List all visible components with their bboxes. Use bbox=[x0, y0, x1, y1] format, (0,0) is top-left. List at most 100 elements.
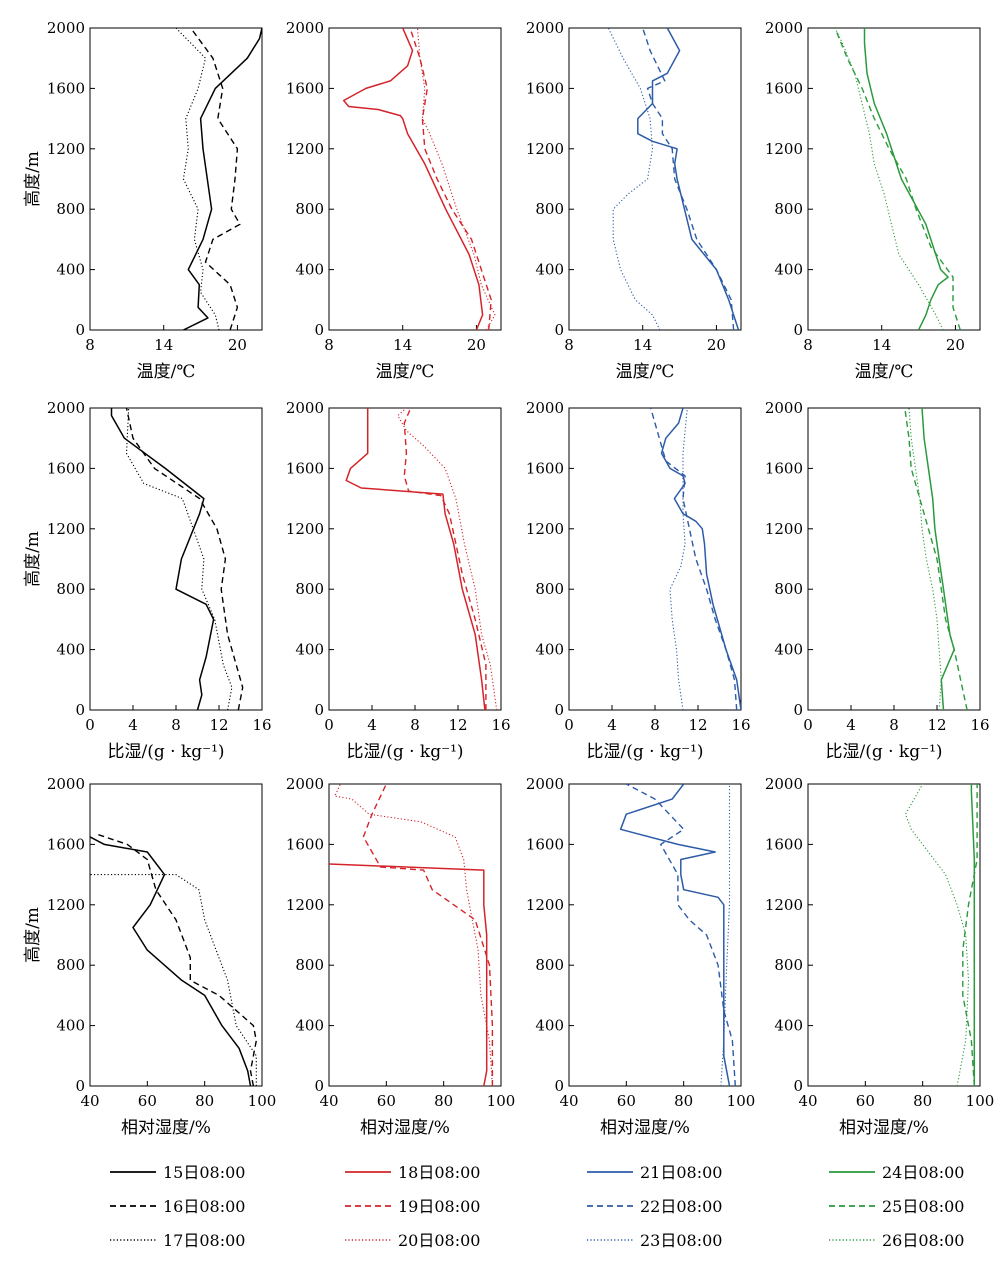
x-tick-label: 16 bbox=[970, 716, 989, 734]
series-line-temperature-3 bbox=[175, 28, 220, 330]
x-axis-label: 相对湿度/% bbox=[839, 1118, 929, 1138]
y-tick-label: 2000 bbox=[47, 775, 85, 793]
x-tick-label: 80 bbox=[434, 1092, 453, 1110]
y-tick-label: 2000 bbox=[47, 399, 85, 417]
x-tick-label: 40 bbox=[319, 1092, 338, 1110]
x-axis-label: 比湿/(g · kg⁻¹) bbox=[107, 742, 224, 762]
panel-r2-c3: 0 4 8 12 16 0 400 800 1200 1600 2000 比湿/(g · kg⁻¹) bbox=[526, 399, 751, 762]
x-tick-label: 20 bbox=[946, 336, 965, 354]
y-tick-label: 0 bbox=[75, 321, 85, 339]
y-tick-label: 1200 bbox=[526, 896, 564, 914]
x-tick-label: 20 bbox=[707, 336, 726, 354]
y-tick-label: 2000 bbox=[286, 19, 324, 37]
y-tick-label: 1200 bbox=[47, 520, 85, 538]
legend-label: 17日08:00 bbox=[163, 1231, 245, 1250]
y-axis-label: 高度/m bbox=[23, 531, 43, 587]
y-tick-label: 400 bbox=[535, 261, 564, 279]
x-tick-label: 14 bbox=[633, 336, 652, 354]
x-tick-label: 14 bbox=[393, 336, 412, 354]
y-tick-label: 400 bbox=[774, 261, 803, 279]
series-line-relative-humidity-1 bbox=[329, 863, 488, 1086]
series-line-temperature-3 bbox=[834, 28, 944, 330]
x-axis-label: 相对湿度/% bbox=[600, 1118, 690, 1138]
x-tick-label: 0 bbox=[803, 716, 813, 734]
plot-frame bbox=[328, 27, 502, 331]
series-line-temperature-2 bbox=[409, 28, 492, 330]
y-tick-label: 0 bbox=[793, 321, 803, 339]
x-tick-label: 0 bbox=[85, 716, 95, 734]
y-tick-label: 1600 bbox=[47, 835, 85, 853]
plot-frame bbox=[568, 407, 742, 711]
y-tick-label: 1200 bbox=[526, 140, 564, 158]
legend-label: 23日08:00 bbox=[640, 1231, 722, 1250]
series-line-relative-humidity-3 bbox=[90, 874, 257, 1086]
y-tick-label: 0 bbox=[75, 701, 85, 719]
x-tick-label: 14 bbox=[872, 336, 891, 354]
x-tick-label: 8 bbox=[564, 336, 574, 354]
y-tick-label: 400 bbox=[774, 1017, 803, 1035]
y-tick-label: 2000 bbox=[765, 775, 803, 793]
y-axis-label: 高度/m bbox=[23, 907, 43, 963]
series-line-relative-humidity-1 bbox=[970, 784, 976, 1086]
x-axis-label: 相对湿度/% bbox=[121, 1118, 211, 1138]
y-tick-label: 0 bbox=[554, 701, 564, 719]
series-line-relative-humidity-2 bbox=[625, 784, 736, 1086]
legend-label: 24日08:00 bbox=[882, 1163, 964, 1182]
y-tick-label: 0 bbox=[314, 321, 324, 339]
y-tick-label: 400 bbox=[295, 641, 324, 659]
series-line-specific-humidity-2 bbox=[403, 408, 487, 710]
series-line-temperature-2 bbox=[190, 28, 241, 330]
plot-frame bbox=[89, 27, 263, 331]
x-tick-label: 8 bbox=[324, 336, 334, 354]
y-tick-label: 800 bbox=[535, 956, 564, 974]
y-tick-label: 800 bbox=[295, 956, 324, 974]
legend-label: 25日08:00 bbox=[882, 1197, 964, 1216]
x-tick-label: 8 bbox=[803, 336, 813, 354]
y-tick-label: 800 bbox=[774, 956, 803, 974]
x-axis-label: 温度/℃ bbox=[616, 362, 675, 382]
series-line-temperature-1 bbox=[342, 28, 484, 330]
series-line-specific-humidity-2 bbox=[650, 408, 738, 710]
y-tick-label: 400 bbox=[295, 1017, 324, 1035]
series-line-relative-humidity-3 bbox=[904, 784, 970, 1086]
legend-label: 26日08:00 bbox=[882, 1231, 964, 1250]
y-tick-label: 800 bbox=[535, 580, 564, 598]
x-axis-label: 温度/℃ bbox=[376, 362, 435, 382]
y-tick-label: 400 bbox=[535, 1017, 564, 1035]
x-tick-label: 14 bbox=[154, 336, 173, 354]
y-tick-label: 1200 bbox=[286, 140, 324, 158]
y-tick-label: 1200 bbox=[286, 896, 324, 914]
series-line-specific-humidity-3 bbox=[125, 408, 233, 710]
y-tick-label: 400 bbox=[774, 641, 803, 659]
legend-label: 15日08:00 bbox=[163, 1163, 245, 1182]
x-tick-label: 12 bbox=[688, 716, 707, 734]
y-tick-label: 1200 bbox=[765, 140, 803, 158]
series-line-specific-humidity-2 bbox=[904, 408, 968, 710]
panel-r2-c2: 0 4 8 12 16 0 400 800 1200 1600 2000 比湿/(g · kg⁻¹) bbox=[286, 399, 511, 762]
y-tick-label: 400 bbox=[535, 641, 564, 659]
y-tick-label: 2000 bbox=[47, 19, 85, 37]
y-tick-label: 1600 bbox=[286, 79, 324, 97]
series-line-temperature-3 bbox=[607, 28, 661, 330]
y-tick-label: 2000 bbox=[286, 399, 324, 417]
x-tick-label: 12 bbox=[209, 716, 228, 734]
x-tick-label: 16 bbox=[252, 716, 271, 734]
y-tick-label: 0 bbox=[314, 701, 324, 719]
panel-r3-c4: 40 60 80 100 0 400 800 1200 1600 2000 相对湿度/% bbox=[765, 775, 995, 1138]
y-tick-label: 1200 bbox=[47, 896, 85, 914]
series-line-relative-humidity-2 bbox=[95, 833, 257, 1086]
y-tick-label: 800 bbox=[56, 580, 85, 598]
x-axis-label: 比湿/(g · kg⁻¹) bbox=[586, 742, 703, 762]
x-tick-label: 40 bbox=[798, 1092, 817, 1110]
x-tick-label: 4 bbox=[367, 716, 377, 734]
y-tick-label: 2000 bbox=[526, 775, 564, 793]
y-tick-label: 800 bbox=[56, 956, 85, 974]
y-tick-label: 1600 bbox=[526, 835, 564, 853]
x-tick-label: 60 bbox=[617, 1092, 636, 1110]
y-tick-label: 2000 bbox=[526, 19, 564, 37]
legend-label: 22日08:00 bbox=[640, 1197, 722, 1216]
y-tick-label: 1200 bbox=[526, 520, 564, 538]
series-line-specific-humidity-1 bbox=[110, 408, 215, 710]
series-line-temperature-2 bbox=[834, 28, 961, 330]
